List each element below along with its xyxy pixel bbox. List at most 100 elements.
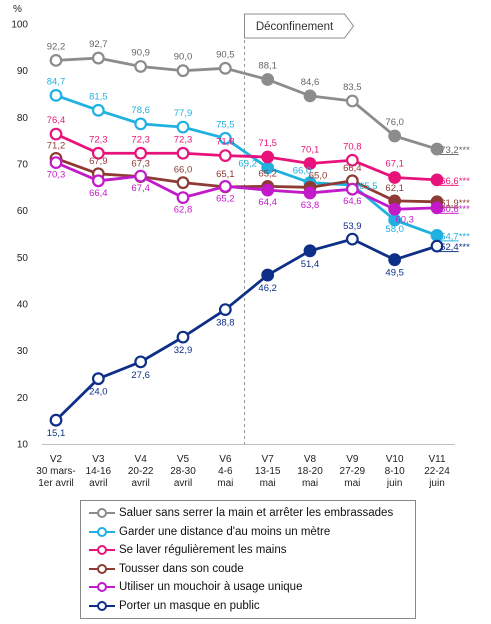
legend-swatch xyxy=(89,581,115,593)
data-point xyxy=(91,146,105,160)
data-label: 76,4 xyxy=(47,115,66,126)
data-point xyxy=(218,149,232,163)
legend-label: Garder une distance d'au moins un mètre xyxy=(119,525,331,538)
data-point xyxy=(303,157,317,170)
data-label: 71,8 xyxy=(216,137,235,148)
data-point xyxy=(218,131,232,145)
data-label: 92,7 xyxy=(89,39,108,50)
data-point xyxy=(218,179,232,193)
data-point xyxy=(49,413,63,427)
data-label: 53,9 xyxy=(343,221,362,232)
legend-item: Tousser dans son coude xyxy=(89,563,244,579)
x-tick-label: V4 xyxy=(135,454,148,465)
x-tick-label: V9 xyxy=(346,454,359,465)
legend-item: Saluer sans serrer la main et arrêter le… xyxy=(89,507,393,523)
data-label: 67,3 xyxy=(131,159,150,170)
legend-swatch xyxy=(89,563,115,575)
data-point xyxy=(345,153,359,167)
data-point xyxy=(176,146,190,160)
x-tick-label: V11 xyxy=(428,454,445,465)
x-tick-label: 18-20 xyxy=(297,466,323,477)
data-point xyxy=(388,129,402,143)
y-tick-label: 70 xyxy=(17,160,29,171)
data-point xyxy=(261,150,275,164)
x-tick-label: V3 xyxy=(92,454,105,465)
legend-swatch xyxy=(89,544,115,556)
y-tick-label: 60 xyxy=(17,206,29,217)
data-point xyxy=(345,94,359,108)
data-label: 90,9 xyxy=(131,47,150,58)
x-tick-label: V7 xyxy=(262,454,275,465)
data-label: 71,2 xyxy=(47,140,66,151)
data-label: 90,0 xyxy=(174,52,193,63)
x-tick-label: V5 xyxy=(177,454,190,465)
data-point xyxy=(91,51,105,65)
legend-swatch xyxy=(89,507,115,519)
data-point xyxy=(261,183,275,197)
data-point xyxy=(49,88,63,102)
x-tick-label: juin xyxy=(386,478,403,489)
x-tick-label: 20-22 xyxy=(128,466,154,477)
data-label: 88,1 xyxy=(258,61,277,72)
data-label: 66,4 xyxy=(343,163,362,174)
legend-item: Utiliser un mouchoir à usage unique xyxy=(89,581,302,597)
x-tick-label: V10 xyxy=(386,454,404,465)
data-point xyxy=(134,355,148,369)
legend-label: Tousser dans son coude xyxy=(119,562,244,575)
data-label: 65,1 xyxy=(216,169,235,180)
data-label: 75,5 xyxy=(216,119,235,130)
data-label: 46,2 xyxy=(258,283,277,294)
data-label: 84,7 xyxy=(47,76,66,87)
data-label: 66,0 xyxy=(293,166,312,177)
data-label: 71,5 xyxy=(258,138,277,149)
data-label: 84,6 xyxy=(301,77,320,88)
data-label: 81,5 xyxy=(89,91,108,102)
data-point xyxy=(49,156,63,170)
data-point xyxy=(430,142,444,156)
data-point xyxy=(261,268,275,282)
series-line xyxy=(55,94,438,237)
series-line xyxy=(55,56,438,151)
data-point xyxy=(134,60,148,73)
x-tick-label: 13-15 xyxy=(255,466,281,477)
legend-swatch xyxy=(89,600,115,612)
data-point xyxy=(218,61,232,75)
x-tick-label: V8 xyxy=(304,454,317,465)
data-label: 66,4 xyxy=(89,188,108,199)
x-tick-label: avril xyxy=(131,478,149,489)
deconfinement-callout: Déconfinement xyxy=(244,13,355,444)
x-tick-label: mai xyxy=(217,478,233,489)
data-label: 77,9 xyxy=(174,108,193,119)
y-tick-label: 20 xyxy=(17,393,29,404)
data-label: 54,7*** xyxy=(440,231,470,242)
data-point xyxy=(303,244,317,258)
y-tick-label: 30 xyxy=(17,346,29,357)
x-tick-label: V2 xyxy=(50,454,63,465)
data-label: 65,5 xyxy=(359,181,378,192)
series-line xyxy=(55,237,438,422)
y-tick-label: 40 xyxy=(17,300,29,311)
data-label: 92,2 xyxy=(47,41,66,52)
data-point xyxy=(134,169,148,183)
legend-swatch xyxy=(89,526,115,538)
data-point xyxy=(49,127,63,141)
data-point xyxy=(261,73,275,86)
data-point xyxy=(388,202,402,216)
data-point xyxy=(430,201,444,215)
data-point xyxy=(218,303,232,317)
data-label: 52,4*** xyxy=(440,242,470,253)
x-tick-label: 28-30 xyxy=(170,466,196,477)
series-line xyxy=(55,161,438,211)
x-tick-label: mai xyxy=(344,478,360,489)
data-point xyxy=(134,146,148,160)
data-label: 49,5 xyxy=(385,268,404,279)
data-point xyxy=(176,330,190,344)
data-label: 15,1 xyxy=(47,428,66,439)
data-point xyxy=(388,253,402,267)
legend-label: Se laver régulièrement les mains xyxy=(119,544,287,556)
legend-item: Garder une distance d'au moins un mètre xyxy=(89,526,330,542)
deconfinement-label: Déconfinement xyxy=(256,21,334,33)
data-point xyxy=(430,239,444,253)
legend-label: Porter un masque en public xyxy=(119,599,260,612)
x-tick-label: 30 mars- xyxy=(36,466,75,477)
